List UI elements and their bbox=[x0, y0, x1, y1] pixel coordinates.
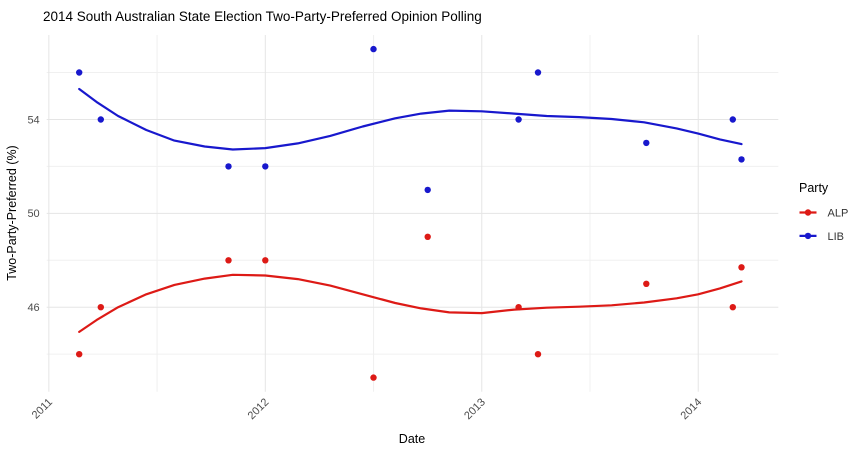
legend: ALP LIB bbox=[799, 208, 849, 243]
lib-point bbox=[729, 116, 736, 123]
alp-point bbox=[97, 304, 105, 311]
trend-lines bbox=[78, 87, 743, 333]
alp-point bbox=[370, 374, 377, 381]
lib-point bbox=[424, 186, 431, 194]
alp-point bbox=[515, 304, 522, 311]
lib-point bbox=[76, 69, 83, 76]
gridlines-major bbox=[46, 35, 779, 392]
legend-title: Party bbox=[799, 181, 829, 195]
x-axis-title: Date bbox=[399, 432, 425, 446]
data-points bbox=[76, 45, 745, 381]
lib-point bbox=[534, 69, 542, 76]
lib-trend-line bbox=[78, 87, 743, 151]
legend-key-point-lib bbox=[804, 232, 812, 240]
lib-point bbox=[515, 116, 522, 123]
y-axis-title: Two-Party-Preferred (%) bbox=[5, 145, 19, 280]
alp-point bbox=[225, 257, 232, 264]
legend-label-lib: LIB bbox=[828, 231, 845, 243]
y-tick-label: 46 bbox=[27, 302, 39, 314]
alp-point bbox=[738, 264, 745, 271]
y-axis-tick-labels: 46 50 54 bbox=[27, 114, 39, 314]
x-tick-label: 2012 bbox=[246, 396, 272, 422]
x-axis-tick-labels: 2011 2012 2013 2014 bbox=[30, 396, 705, 422]
x-tick-label: 2014 bbox=[679, 396, 705, 422]
lib-point bbox=[643, 139, 650, 147]
alp-point bbox=[424, 233, 431, 240]
alp-point bbox=[76, 351, 83, 358]
lib-point bbox=[97, 116, 105, 123]
alp-point bbox=[534, 351, 542, 358]
legend-key-point-alp bbox=[804, 209, 812, 216]
alp-point bbox=[643, 280, 650, 287]
lib-point bbox=[225, 163, 232, 170]
lib-point bbox=[262, 163, 269, 170]
x-tick-label: 2011 bbox=[30, 396, 55, 421]
chart-title: 2014 South Australian State Election Two… bbox=[43, 9, 482, 24]
y-tick-label: 50 bbox=[27, 208, 39, 220]
lib-point bbox=[370, 45, 377, 53]
lib-point bbox=[738, 156, 745, 163]
y-tick-label: 54 bbox=[27, 114, 39, 126]
alp-point bbox=[729, 304, 736, 311]
alp-point bbox=[262, 257, 269, 264]
alp-trend-line bbox=[78, 273, 743, 333]
legend-label-alp: ALP bbox=[828, 208, 849, 220]
x-tick-label: 2013 bbox=[462, 396, 488, 422]
